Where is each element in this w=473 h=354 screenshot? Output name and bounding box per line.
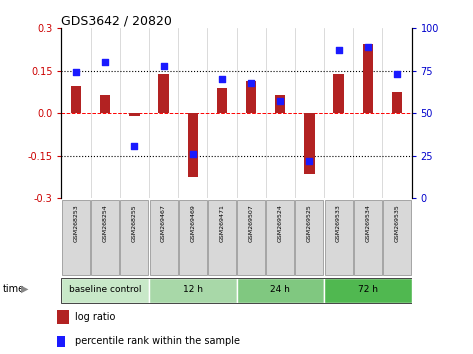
Point (247, 80, 255, 86)
Point (276, 98, 284, 104)
Text: ▶: ▶ (21, 284, 29, 294)
FancyBboxPatch shape (383, 200, 411, 275)
Text: percentile rank within the sample: percentile rank within the sample (75, 336, 240, 346)
Point (335, 47, 342, 53)
Bar (392, 92, 402, 113)
Point (306, 158, 313, 164)
Bar (188, 113, 198, 177)
Text: GSM269534: GSM269534 (365, 205, 370, 242)
Text: log ratio: log ratio (75, 312, 115, 322)
FancyBboxPatch shape (324, 200, 352, 275)
FancyBboxPatch shape (266, 200, 294, 275)
Text: GSM268255: GSM268255 (132, 205, 137, 242)
FancyBboxPatch shape (121, 200, 149, 275)
Bar (71, 86, 81, 113)
Bar (246, 81, 256, 113)
Bar (304, 113, 315, 174)
Text: GDS3642 / 20820: GDS3642 / 20820 (61, 14, 172, 27)
Text: 12 h: 12 h (183, 285, 203, 294)
Text: GSM269467: GSM269467 (161, 205, 166, 242)
FancyBboxPatch shape (236, 278, 324, 303)
Text: GSM269471: GSM269471 (219, 205, 224, 242)
FancyBboxPatch shape (61, 278, 149, 303)
Text: time: time (2, 284, 25, 294)
FancyBboxPatch shape (237, 200, 265, 275)
FancyBboxPatch shape (62, 200, 90, 275)
Bar (129, 113, 140, 115)
Bar (275, 95, 285, 113)
FancyBboxPatch shape (354, 200, 382, 275)
Point (101, 59, 109, 65)
Text: GSM269507: GSM269507 (249, 205, 254, 242)
Text: GSM268254: GSM268254 (103, 205, 108, 242)
Point (393, 72, 401, 77)
Text: baseline control: baseline control (69, 285, 141, 294)
Text: 72 h: 72 h (358, 285, 378, 294)
Point (131, 143, 138, 148)
Bar (57, 310, 69, 324)
Point (72, 70, 80, 75)
Text: GSM268253: GSM268253 (74, 205, 79, 242)
Bar (363, 44, 373, 113)
Bar (158, 74, 169, 113)
Point (160, 63, 167, 69)
Bar (57, 336, 65, 347)
Bar (333, 74, 344, 113)
FancyBboxPatch shape (296, 200, 324, 275)
Text: 24 h: 24 h (270, 285, 290, 294)
Text: GSM269533: GSM269533 (336, 205, 341, 242)
Text: GSM269469: GSM269469 (190, 205, 195, 242)
Point (364, 44, 372, 50)
FancyBboxPatch shape (149, 200, 177, 275)
FancyBboxPatch shape (91, 200, 119, 275)
Text: GSM269535: GSM269535 (394, 205, 399, 242)
FancyBboxPatch shape (179, 200, 207, 275)
Text: GSM269525: GSM269525 (307, 205, 312, 242)
Bar (217, 88, 227, 113)
Point (218, 76, 226, 82)
Bar (100, 95, 110, 113)
FancyBboxPatch shape (324, 278, 412, 303)
Text: GSM269524: GSM269524 (278, 205, 283, 242)
FancyBboxPatch shape (149, 278, 236, 303)
FancyBboxPatch shape (208, 200, 236, 275)
Point (189, 151, 197, 157)
